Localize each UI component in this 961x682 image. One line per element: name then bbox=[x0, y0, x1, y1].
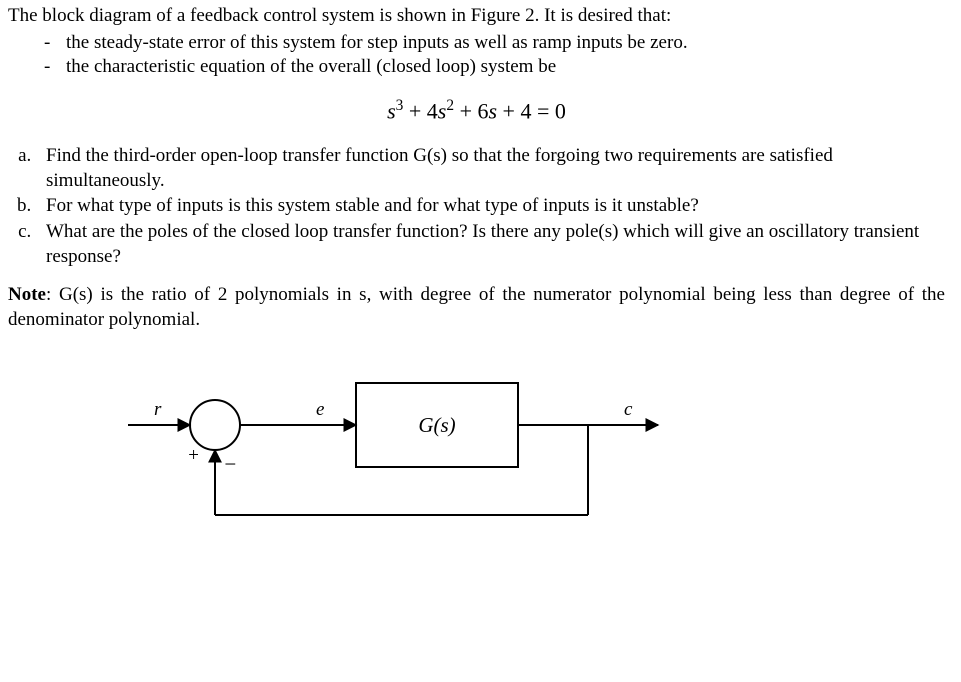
question-c: What are the poles of the closed loop tr… bbox=[36, 220, 945, 269]
questions-list: Find the third-order open-loop transfer … bbox=[8, 144, 945, 269]
question-a: Find the third-order open-loop transfer … bbox=[36, 144, 945, 193]
svg-text:−: − bbox=[223, 452, 237, 476]
question-b: For what type of inputs is this system s… bbox=[36, 194, 945, 219]
svg-text:c: c bbox=[624, 399, 633, 420]
svg-text:e: e bbox=[316, 399, 324, 420]
note-text: : G(s) is the ratio of 2 polynomials in … bbox=[8, 284, 945, 330]
requirement-item: the steady-state error of this system fo… bbox=[66, 31, 945, 56]
requirements-list: the steady-state error of this system fo… bbox=[8, 31, 945, 80]
svg-text:+: + bbox=[187, 445, 200, 466]
block-diagram: r + − e G(s) c bbox=[118, 365, 945, 563]
note-label: Note bbox=[8, 284, 46, 305]
note: Note: G(s) is the ratio of 2 polynomials… bbox=[8, 283, 945, 332]
problem-intro: The block diagram of a feedback control … bbox=[8, 4, 945, 29]
svg-text:G(s): G(s) bbox=[418, 413, 455, 437]
characteristic-equation: s3 + 4s2 + 6s + 4 = 0 bbox=[8, 96, 945, 126]
requirement-item: the characteristic equation of the overa… bbox=[66, 55, 945, 80]
svg-text:r: r bbox=[154, 399, 162, 420]
